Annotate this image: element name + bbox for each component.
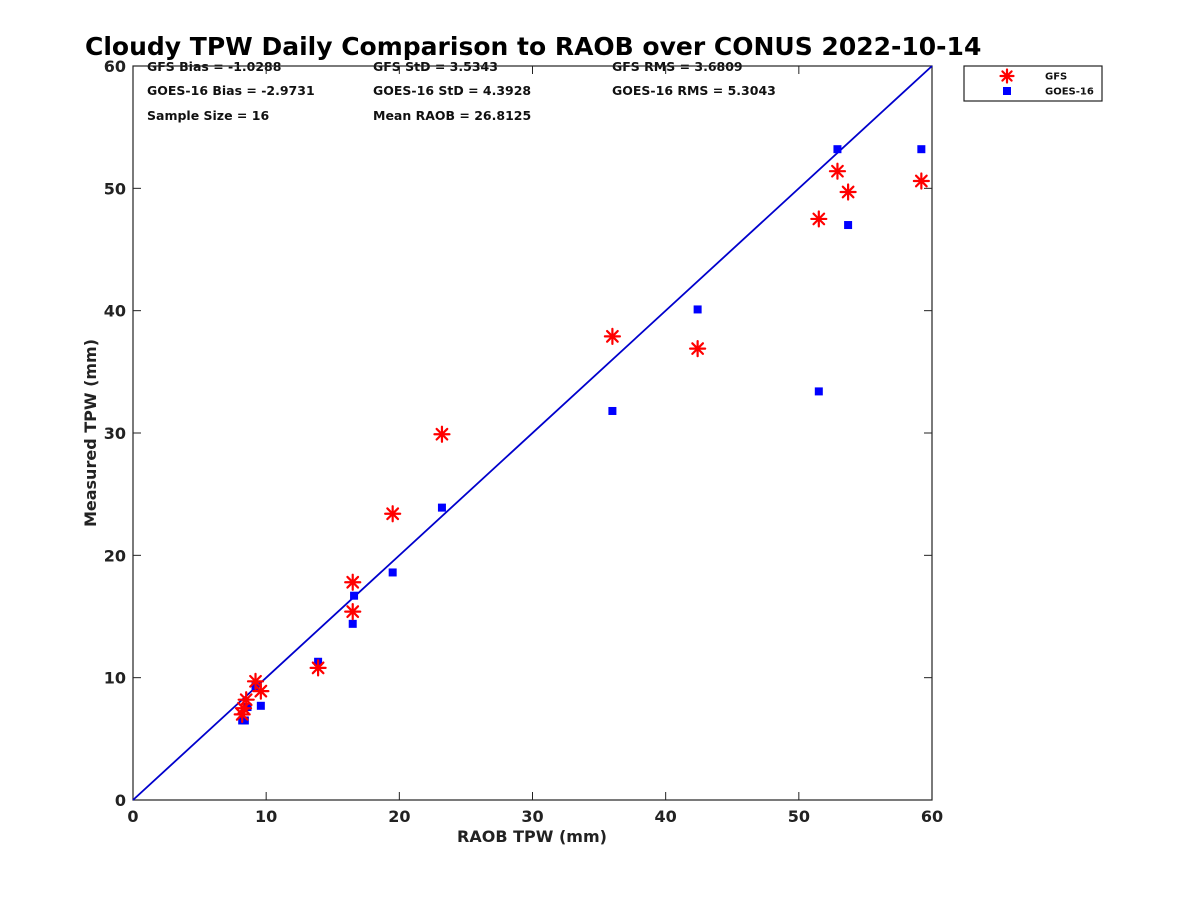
gfs-point-stroke: [841, 185, 855, 199]
gfs-point: [344, 573, 362, 591]
stat-text: GOES-16 RMS = 5.3043: [612, 83, 776, 98]
y-tick-label: 0: [115, 791, 126, 810]
goes16-point: [256, 701, 265, 710]
goes16-point: [350, 591, 359, 600]
one-to-one-reference-line: [132, 65, 933, 801]
stat-text: Mean RAOB = 26.8125: [373, 108, 531, 123]
gfs-point-stroke: [386, 507, 400, 521]
legend-gfs-marker-stroke: [1001, 70, 1013, 82]
plot-axes: 0 10 20 30 40 50 60 0 10 20 30 40 50 60: [104, 57, 943, 826]
x-tick-label: 0: [127, 807, 138, 826]
gfs-point-stroke: [435, 427, 449, 441]
gfs-point-stroke: [239, 693, 253, 707]
x-tick-label: 10: [255, 807, 277, 826]
goes16-point: [243, 703, 252, 712]
stat-text: GOES-16 StD = 4.3928: [373, 83, 531, 98]
statistics-annotations: GFS Bias = -1.0288 GFS StD = 3.5343 GFS RM…: [147, 59, 776, 123]
stat-text: Sample Size = 16: [147, 108, 269, 123]
legend-entry-label: GFS: [1045, 72, 1067, 83]
gfs-point: [433, 425, 451, 443]
gfs-point-stroke: [311, 661, 325, 675]
gfs-point-stroke: [346, 605, 360, 619]
y-tick-label: 20: [104, 546, 126, 565]
series-gfs: [233, 162, 930, 723]
goes16-point: [833, 145, 842, 154]
series-goes-16: [238, 145, 926, 725]
gfs-point: [252, 682, 270, 700]
data-points: [233, 145, 930, 725]
gfs-point: [309, 659, 327, 677]
x-tick-label: 20: [388, 807, 410, 826]
legend-gfs-marker: [999, 68, 1015, 84]
legend-box: [963, 65, 1103, 102]
x-tick-label: 40: [655, 807, 677, 826]
gfs-point: [603, 327, 622, 345]
chart-title: Cloudy TPW Daily Comparison to RAOB over…: [85, 32, 981, 61]
x-tick-label: 30: [521, 807, 543, 826]
gfs-point-stroke: [831, 164, 844, 178]
gfs-point-stroke: [812, 212, 826, 226]
y-tick-label: 10: [104, 669, 126, 688]
stat-text: GOES-16 Bias = -2.9731: [147, 83, 315, 98]
goes16-point: [240, 716, 249, 725]
legend-goes16-marker: [1003, 87, 1011, 95]
x-tick-label: 50: [788, 807, 810, 826]
one-to-one-line: [132, 65, 933, 801]
y-axis-label: Measured TPW (mm): [81, 339, 100, 527]
goes16-point: [917, 145, 926, 154]
goes16-point: [437, 503, 446, 512]
gfs-point-stroke: [691, 342, 705, 355]
x-axis-label: RAOB TPW (mm): [457, 827, 607, 846]
legend-entry-label: GOES-16: [1045, 87, 1094, 98]
x-tick-label: 60: [921, 807, 943, 826]
y-tick-label: 30: [104, 424, 126, 443]
gfs-point-stroke: [605, 329, 619, 343]
gfs-point: [828, 162, 847, 180]
legend: GFS GOES-16: [963, 65, 1103, 102]
gfs-point-stroke: [346, 575, 360, 589]
goes16-point: [814, 387, 823, 396]
gfs-point: [912, 172, 930, 190]
gfs-point: [689, 339, 707, 358]
gfs-point: [384, 505, 402, 523]
gfs-point: [344, 603, 362, 621]
goes16-point: [388, 568, 397, 577]
gfs-point: [237, 691, 255, 709]
goes16-point: [844, 221, 853, 230]
goes16-point: [608, 406, 617, 415]
y-tick-label: 60: [104, 57, 126, 76]
goes16-point: [693, 305, 702, 314]
gfs-point-stroke: [914, 174, 928, 188]
goes16-point: [348, 619, 357, 628]
gfs-point: [810, 210, 828, 228]
gfs-point: [839, 183, 857, 201]
gfs-point-stroke: [254, 684, 268, 698]
y-tick-label: 50: [104, 179, 126, 198]
gfs-point-stroke: [249, 674, 262, 688]
y-tick-label: 40: [104, 302, 126, 321]
